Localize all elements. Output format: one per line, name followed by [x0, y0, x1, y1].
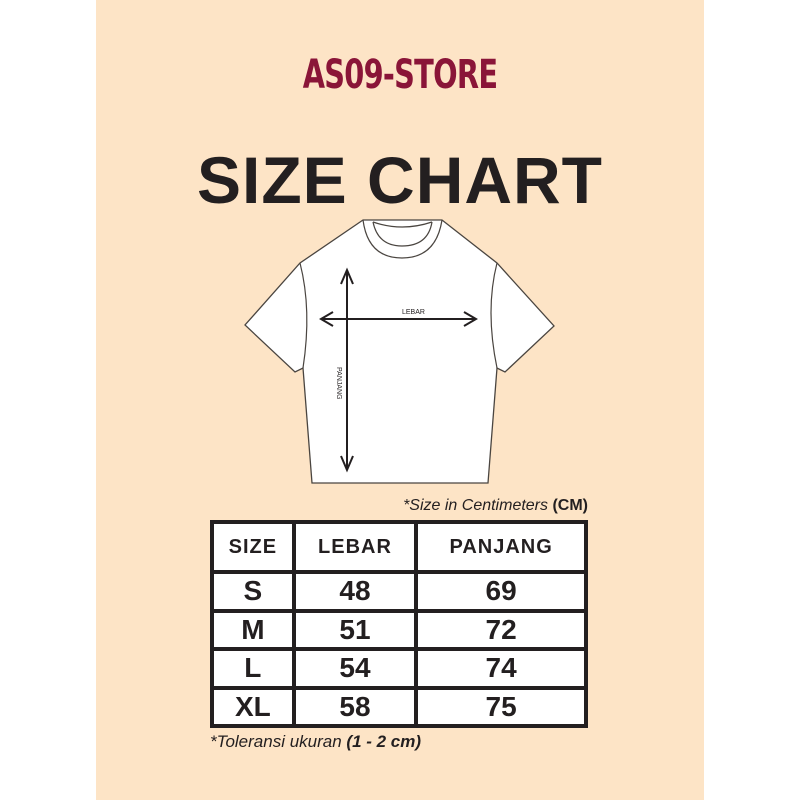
header-lebar: LEBAR	[295, 524, 415, 570]
collar-inner	[372, 221, 433, 247]
header-panjang: PANJANG	[418, 524, 584, 570]
cell-lebar: 48	[295, 574, 415, 609]
width-label: LEBAR	[402, 309, 425, 316]
cell-lebar: 58	[295, 689, 415, 724]
header-size: SIZE	[214, 524, 292, 570]
cell-size: S	[214, 574, 292, 609]
length-arrow	[340, 267, 354, 473]
cell-lebar: 51	[295, 612, 415, 647]
unit-note-text: *Size in Centimeters	[403, 497, 553, 514]
table-row: M 51 72	[214, 612, 584, 647]
page-title: SIZE CHART	[197, 143, 603, 217]
cell-size: XL	[214, 689, 292, 724]
cell-panjang: 74	[418, 651, 584, 686]
cell-panjang: 75	[418, 689, 584, 724]
unit-note: *Size in Centimeters (CM)	[403, 497, 588, 515]
brand-logo: AS09-STORE	[302, 52, 498, 98]
table-row: L 54 74	[214, 651, 584, 686]
length-label: PANJANG	[335, 367, 342, 400]
size-table: SIZE LEBAR PANJANG S 48 69 M 51 72 L 54 …	[210, 520, 588, 728]
tshirt-outline	[244, 219, 555, 484]
tolerance-note: *Toleransi ukuran (1 - 2 cm)	[210, 732, 421, 752]
tolerance-note-text: *Toleransi ukuran	[210, 732, 347, 751]
tolerance-note-range: (1 - 2 cm)	[346, 732, 422, 751]
cell-size: M	[214, 612, 292, 647]
cell-lebar: 54	[295, 651, 415, 686]
unit-note-unit: (CM)	[552, 497, 588, 514]
right-sleeve-seam	[490, 262, 498, 369]
cell-panjang: 72	[418, 612, 584, 647]
table-row: S 48 69	[214, 574, 584, 609]
table-header-row: SIZE LEBAR PANJANG	[214, 524, 584, 570]
table-row: XL 58 75	[214, 689, 584, 724]
cell-panjang: 69	[418, 574, 584, 609]
collar-outer	[362, 219, 443, 259]
cell-size: L	[214, 651, 292, 686]
left-sleeve-seam	[299, 262, 308, 369]
